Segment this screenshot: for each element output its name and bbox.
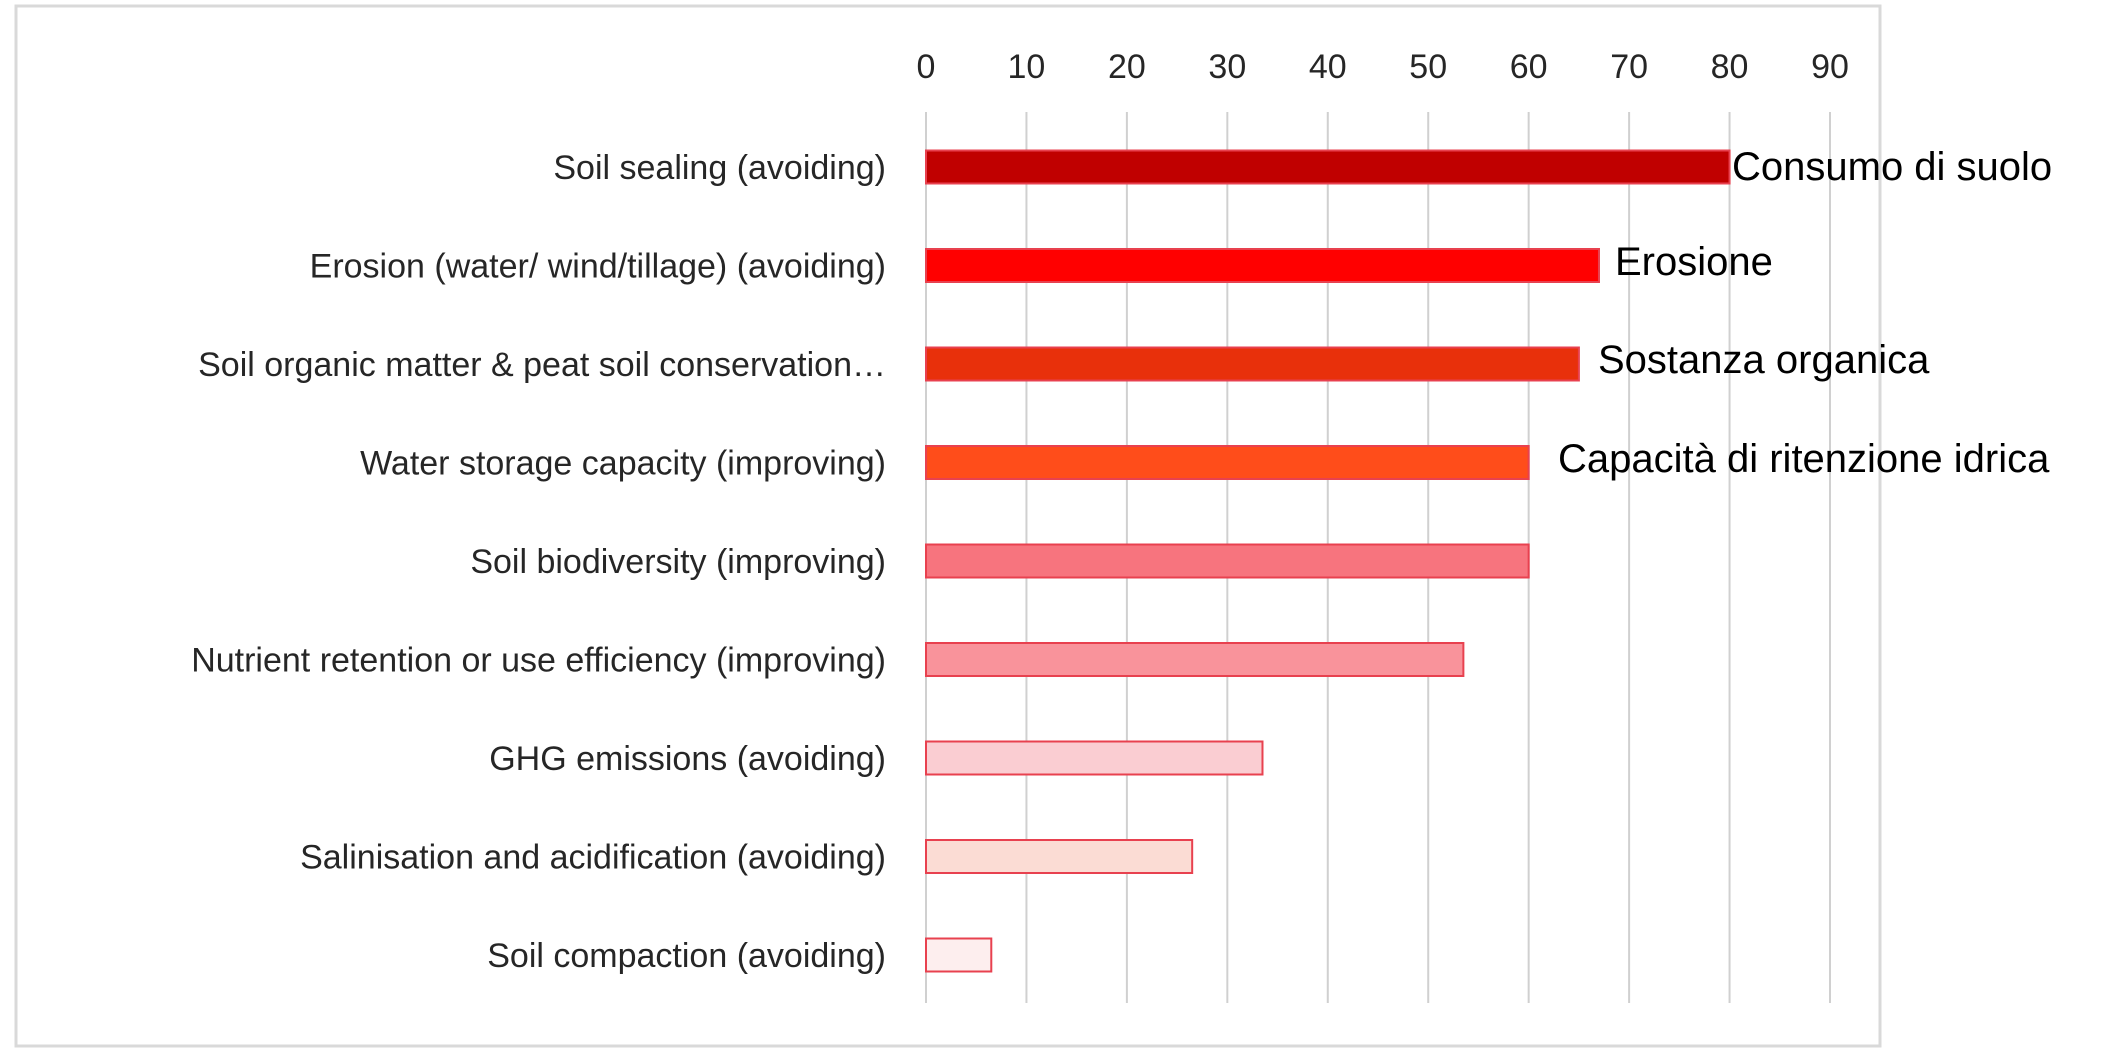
x-tick-label: 70 xyxy=(1610,48,1648,86)
category-label: Soil biodiversity (improving) xyxy=(470,543,886,581)
x-tick-label: 60 xyxy=(1510,48,1548,86)
annotation-label: Capacità di ritenzione idrica xyxy=(1558,437,2050,481)
category-label: GHG emissions (avoiding) xyxy=(489,740,886,778)
x-tick-label: 30 xyxy=(1208,48,1246,86)
annotation-label: Consumo di suolo xyxy=(1732,145,2052,189)
bar xyxy=(925,642,1465,677)
x-tick-label: 80 xyxy=(1711,48,1749,86)
category-label: Soil compaction (avoiding) xyxy=(487,937,886,975)
x-axis-ticks: 0 10 20 30 40 50 60 70 80 90 xyxy=(917,48,1849,86)
x-tick-label: 20 xyxy=(1108,48,1146,86)
annotation-label: Erosione xyxy=(1615,240,1773,284)
bar xyxy=(925,248,1600,283)
bar xyxy=(925,149,1731,185)
annotation-label: Sostanza organica xyxy=(1598,338,1930,382)
x-tick-label: 40 xyxy=(1309,48,1347,86)
bar xyxy=(925,839,1194,874)
annotations: Consumo di suolo Erosione Sostanza organic… xyxy=(1558,145,2052,481)
x-tick-label: 10 xyxy=(1008,48,1046,86)
x-tick-label: 0 xyxy=(917,48,936,86)
category-label: Soil organic matter & peat soil conserva… xyxy=(198,346,886,384)
bar xyxy=(925,346,1580,382)
bar xyxy=(925,445,1530,480)
category-label: Soil sealing (avoiding) xyxy=(553,149,886,187)
bar xyxy=(925,543,1530,579)
bar xyxy=(925,740,1264,776)
x-tick-label: 90 xyxy=(1811,48,1849,86)
category-label: Nutrient retention or use efficiency (im… xyxy=(191,642,886,680)
category-labels: Soil sealing (avoiding) Erosion (water/ w… xyxy=(191,149,886,975)
category-label: Erosion (water/ wind/tillage) (avoiding) xyxy=(310,248,886,286)
x-tick-label: 50 xyxy=(1409,48,1447,86)
category-label: Salinisation and acidification (avoiding… xyxy=(300,839,886,877)
category-label: Water storage capacity (improving) xyxy=(360,445,886,483)
bar xyxy=(925,937,993,973)
bars xyxy=(925,149,1731,973)
